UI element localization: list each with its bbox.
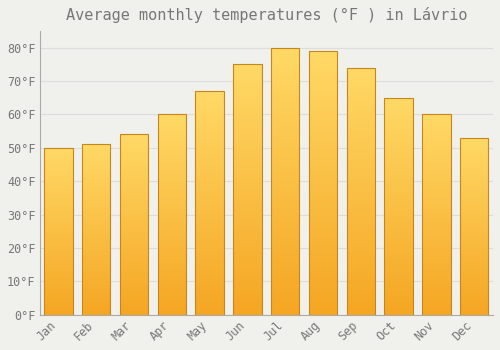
Bar — [158, 114, 186, 315]
Bar — [422, 114, 450, 315]
Bar — [384, 98, 413, 315]
Bar — [44, 148, 72, 315]
Bar — [82, 145, 110, 315]
Bar — [460, 138, 488, 315]
Bar — [271, 48, 300, 315]
Bar — [196, 91, 224, 315]
Title: Average monthly temperatures (°F ) in Lávrio: Average monthly temperatures (°F ) in Lá… — [66, 7, 467, 23]
Bar — [234, 64, 262, 315]
Bar — [120, 134, 148, 315]
Bar — [346, 68, 375, 315]
Bar — [309, 51, 337, 315]
